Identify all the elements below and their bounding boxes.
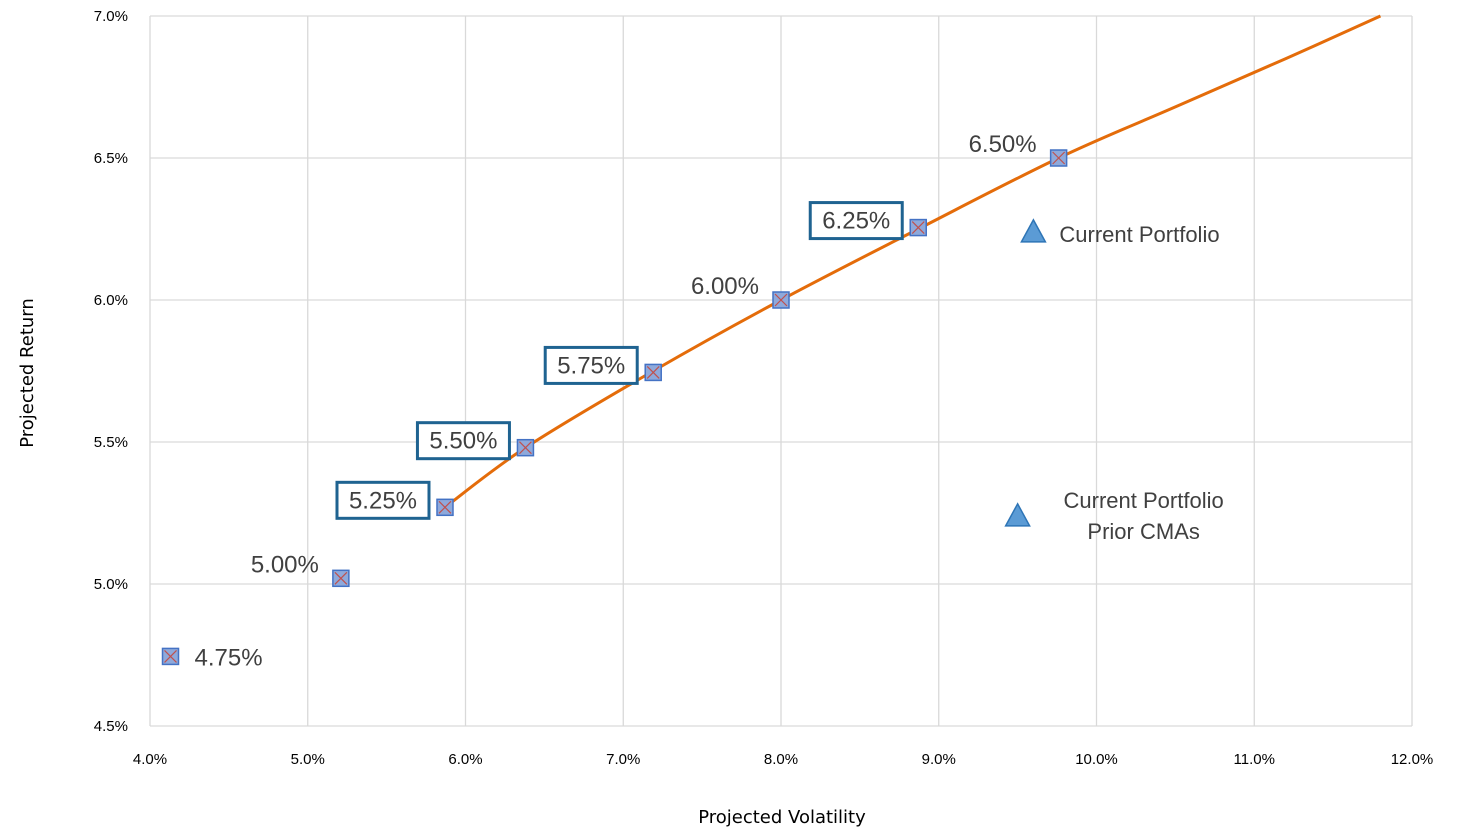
x-tick-label: 4.0%	[133, 751, 167, 768]
portfolio-label-box	[415, 421, 511, 461]
marker-cross	[334, 571, 348, 585]
portfolio-point: 5.25%	[335, 480, 454, 520]
x-tick-label: 7.0%	[606, 751, 640, 768]
x-tick-label: 6.0%	[448, 751, 482, 768]
portfolio-label-box	[808, 201, 904, 241]
y-tick-label: 5.0%	[94, 576, 128, 593]
x-tick-label: 11.0%	[1234, 751, 1275, 768]
marker-cross	[164, 649, 177, 663]
frontier-line	[444, 14, 1382, 509]
portfolio-point: 6.25%	[808, 201, 927, 241]
portfolio-label: 5.00%	[251, 551, 319, 578]
portfolio-label: 6.25%	[822, 208, 890, 235]
y-tick-label: 4.5%	[94, 718, 128, 735]
portfolio-point: 5.50%	[415, 421, 535, 461]
x-tick-label: 10.0%	[1075, 751, 1118, 768]
y-tick-label: 6.5%	[94, 150, 128, 167]
portfolio-label: 5.25%	[349, 487, 417, 514]
y-axis-title: Projected Return	[17, 298, 38, 448]
portfolio-point: 6.50%	[969, 131, 1068, 167]
portfolio-point: 5.00%	[251, 551, 350, 588]
portfolio-points: 4.75% 5.00% 5.25% 5.50% 5.75% 6.00% 6.25% 6.50%	[161, 131, 1068, 671]
portfolio-label: 4.75%	[195, 644, 263, 671]
portfolio-point: 4.75%	[161, 644, 263, 671]
marker-cross	[438, 500, 452, 514]
y-tick-label: 7.0%	[94, 8, 128, 25]
marker-cross	[1052, 151, 1066, 165]
x-axis-ticks: 4.0% 5.0% 6.0% 7.0% 8.0% 9.0% 10.0% 11.0% 12.0%	[133, 751, 1433, 768]
triangle-marker	[1004, 502, 1031, 527]
y-tick-label: 5.5%	[94, 434, 128, 451]
portfolio-label: 6.50%	[969, 131, 1037, 158]
annotation: Current Portfolio	[1020, 218, 1220, 247]
y-tick-label: 6.0%	[94, 292, 128, 309]
marker-cross	[519, 441, 532, 455]
x-tick-label: 5.0%	[291, 751, 325, 768]
portfolio-label-box	[543, 345, 639, 385]
x-tick-label: 9.0%	[922, 751, 956, 768]
x-axis-title: Projected Volatility	[698, 807, 866, 828]
annotation-label: Current Portfolio	[1059, 222, 1219, 247]
marker-cross	[646, 365, 660, 379]
portfolio-label: 6.00%	[691, 273, 759, 300]
marker-cross	[774, 293, 788, 307]
annotation-label: Current Portfolio	[1064, 488, 1224, 513]
marker-cross	[911, 221, 925, 235]
gridlines	[149, 15, 1413, 727]
x-tick-label: 12.0%	[1391, 751, 1434, 768]
annotation-label: Prior CMAs	[1087, 519, 1199, 544]
annotation: Current Portfolio Prior CMAs	[1004, 488, 1224, 544]
portfolio-annotations: Current Portfolio Current Portfolio Prior …	[1004, 218, 1224, 544]
x-tick-label: 8.0%	[764, 751, 798, 768]
y-axis-ticks: 4.5% 5.0% 5.5% 6.0% 6.5% 7.0%	[94, 8, 128, 735]
portfolio-label: 5.50%	[429, 428, 497, 455]
portfolio-label: 5.75%	[557, 352, 625, 379]
triangle-marker	[1020, 218, 1047, 243]
portfolio-point: 5.75%	[543, 345, 662, 385]
portfolio-point: 6.00%	[691, 273, 790, 309]
portfolio-label-box	[335, 480, 431, 520]
